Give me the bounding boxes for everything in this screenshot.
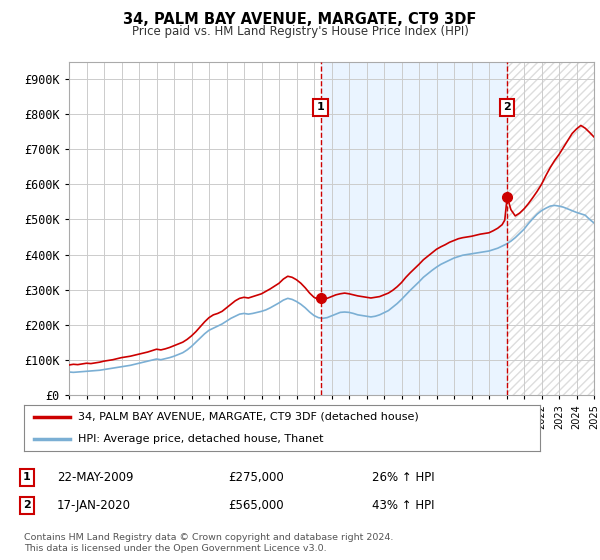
Text: 2: 2 (503, 102, 511, 112)
Text: £275,000: £275,000 (228, 470, 284, 484)
Text: HPI: Average price, detached house, Thanet: HPI: Average price, detached house, Than… (78, 434, 323, 444)
Text: 1: 1 (317, 102, 325, 112)
Text: 22-MAY-2009: 22-MAY-2009 (57, 470, 133, 484)
Bar (320, 62, 507, 395)
Text: 34, PALM BAY AVENUE, MARGATE, CT9 3DF (detached house): 34, PALM BAY AVENUE, MARGATE, CT9 3DF (d… (78, 412, 419, 422)
Text: 2: 2 (23, 500, 31, 510)
Text: 43% ↑ HPI: 43% ↑ HPI (372, 498, 434, 512)
Text: Price paid vs. HM Land Registry's House Price Index (HPI): Price paid vs. HM Land Registry's House … (131, 25, 469, 38)
Bar (507, 62, 594, 395)
Text: 17-JAN-2020: 17-JAN-2020 (57, 498, 131, 512)
Text: 34, PALM BAY AVENUE, MARGATE, CT9 3DF: 34, PALM BAY AVENUE, MARGATE, CT9 3DF (124, 12, 476, 27)
Text: £565,000: £565,000 (228, 498, 284, 512)
Text: 1: 1 (23, 472, 31, 482)
Text: 26% ↑ HPI: 26% ↑ HPI (372, 470, 434, 484)
Text: Contains HM Land Registry data © Crown copyright and database right 2024.
This d: Contains HM Land Registry data © Crown c… (24, 533, 394, 553)
